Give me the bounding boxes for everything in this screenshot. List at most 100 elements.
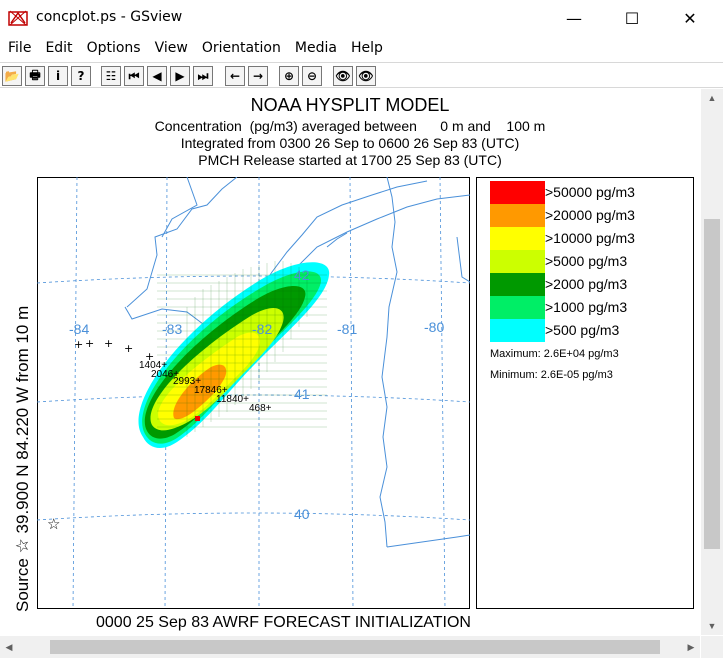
legend-item: >1000 pg/m3	[490, 296, 690, 319]
forward-button[interactable]: →	[248, 66, 268, 86]
close-icon: ✕	[683, 8, 697, 28]
zoom-in-button[interactable]: ⊕	[279, 66, 299, 86]
legend-label: >2000 pg/m3	[545, 276, 628, 292]
menu-options[interactable]: Options	[86, 40, 141, 56]
info-button[interactable]: i	[48, 66, 68, 86]
vertical-scrollbar[interactable]: ▲ ▼	[701, 89, 723, 635]
lat-label-41: 41	[294, 386, 310, 402]
plot-title: NOAA HYSPLIT MODEL	[250, 95, 450, 115]
horizontal-scrollbar[interactable]: ◀ ▶	[0, 636, 700, 658]
print-icon: 🖶	[29, 67, 41, 82]
station-markers: + + + + +	[74, 337, 154, 363]
plume-contour-20000	[173, 364, 227, 420]
legend-maximum: Maximum: 2.6E+04 pg/m3	[490, 348, 619, 360]
menu-media[interactable]: Media	[294, 40, 337, 56]
source-star-icon: ☆	[47, 515, 60, 533]
last-page-icon: ⏭	[197, 68, 209, 83]
station-value-2046: 2046+	[151, 369, 179, 380]
plot-subtitle-concentration: Concentration (pg/m3) averaged between 0…	[154, 118, 546, 134]
menu-file[interactable]: File	[8, 40, 32, 56]
lat-label-40: 40	[294, 506, 310, 522]
legend-swatch	[490, 227, 545, 250]
station-plus: +	[145, 350, 154, 363]
scroll-up-icon[interactable]: ▲	[707, 93, 717, 103]
print-button[interactable]: 🖶	[25, 66, 45, 86]
plume-max-cell	[195, 416, 200, 421]
legend-item: >20000 pg/m3	[490, 204, 690, 227]
scroll-right-icon[interactable]: ▶	[687, 641, 695, 652]
view-bbox-icon: 👁	[335, 69, 351, 83]
page-select-icon: ☷	[105, 69, 117, 83]
zoom-out-icon: ⊖	[306, 69, 318, 83]
legend-item: >10000 pg/m3	[490, 227, 690, 250]
zoom-out-button[interactable]: ⊖	[302, 66, 322, 86]
view-page-icon: 👁	[358, 69, 374, 83]
first-page-button[interactable]: ⏮	[124, 66, 144, 86]
station-plus: +	[124, 342, 133, 355]
back-button[interactable]: ←	[225, 66, 245, 86]
menu-bar: File Edit Options View Orientation Media…	[0, 38, 723, 60]
menu-view[interactable]: View	[154, 40, 188, 56]
station-value-1404: 1404+	[139, 360, 167, 371]
station-value-2993: 2993+	[173, 376, 201, 387]
plume-hatch	[157, 261, 327, 437]
legend: >50000 pg/m3 >20000 pg/m3 >10000 pg/m3 >…	[476, 177, 694, 609]
legend-swatch	[490, 296, 545, 319]
lon-label-80: -80	[424, 319, 444, 335]
lon-label-84: -84	[69, 321, 89, 337]
source-location-label: Source ☆ 39.900 N 84.220 W from 10 m	[13, 305, 32, 612]
menu-orientation[interactable]: Orientation	[201, 40, 281, 56]
horizontal-scroll-thumb[interactable]	[50, 640, 660, 654]
legend-label: >500 pg/m3	[545, 322, 620, 338]
legend-item: >500 pg/m3	[490, 319, 690, 342]
last-page-button[interactable]: ⏭	[193, 66, 213, 86]
scroll-left-icon[interactable]: ◀	[5, 641, 13, 652]
vertical-scroll-thumb[interactable]	[704, 219, 720, 549]
concentration-map: + + + + + 1404+ 2046+ 2993+ 17846+ 11840…	[37, 177, 470, 609]
toolbar: 📂 🖶 i ? ☷ ⏮ ◀ ▶ ⏭ ← → ⊕ ⊖ 👁 👁	[0, 62, 723, 88]
legend-swatch	[490, 204, 545, 227]
station-value-17846: 17846+	[194, 385, 228, 396]
lon-label-82: -82	[252, 321, 272, 337]
close-button[interactable]: ✕	[667, 0, 713, 36]
minimize-button[interactable]: —	[551, 0, 597, 36]
lon-label-83: -83	[162, 321, 182, 337]
open-button[interactable]: 📂	[2, 66, 22, 86]
legend-item: >50000 pg/m3	[490, 181, 690, 204]
lat-label-42: 42	[294, 267, 310, 283]
view-bbox-button[interactable]: 👁	[333, 66, 353, 86]
station-plus: +	[85, 337, 94, 350]
prev-page-icon: ◀	[152, 69, 162, 83]
back-icon: ←	[229, 69, 241, 83]
legend-swatch	[490, 181, 545, 204]
station-value-468: 468+	[249, 403, 272, 414]
help-button[interactable]: ?	[71, 66, 91, 86]
zoom-in-icon: ⊕	[283, 69, 295, 83]
maximize-button[interactable]: ☐	[609, 0, 655, 36]
scroll-down-icon[interactable]: ▼	[707, 621, 717, 631]
first-page-icon: ⏮	[128, 68, 140, 83]
lat-lon-grid	[37, 177, 470, 609]
prev-page-button[interactable]: ◀	[147, 66, 167, 86]
station-value-11840: 11840+	[216, 394, 249, 405]
open-icon: 📂	[4, 69, 20, 83]
legend-minimum: Minimum: 2.6E-05 pg/m3	[490, 369, 613, 381]
view-page-button[interactable]: 👁	[356, 66, 376, 86]
legend-label: >5000 pg/m3	[545, 253, 628, 269]
next-page-icon: ▶	[175, 69, 185, 83]
menu-edit[interactable]: Edit	[45, 40, 73, 56]
scrollbar-corner	[701, 636, 723, 658]
maximize-icon: ☐	[624, 8, 640, 28]
legend-label: >50000 pg/m3	[545, 184, 635, 200]
station-values: 1404+ 2046+ 2993+ 17846+ 11840+ 468+	[139, 360, 272, 414]
gsview-app-icon	[8, 10, 28, 26]
legend-label: >10000 pg/m3	[545, 230, 635, 246]
help-icon: ?	[77, 69, 85, 83]
window-title: concplot.ps - GSview	[36, 9, 183, 25]
title-bar: concplot.ps - GSview — ☐ ✕	[0, 0, 723, 36]
page-select-button[interactable]: ☷	[101, 66, 121, 86]
legend-swatch	[490, 273, 545, 296]
menu-help[interactable]: Help	[350, 40, 383, 56]
next-page-button[interactable]: ▶	[170, 66, 190, 86]
legend-label: >1000 pg/m3	[545, 299, 628, 315]
